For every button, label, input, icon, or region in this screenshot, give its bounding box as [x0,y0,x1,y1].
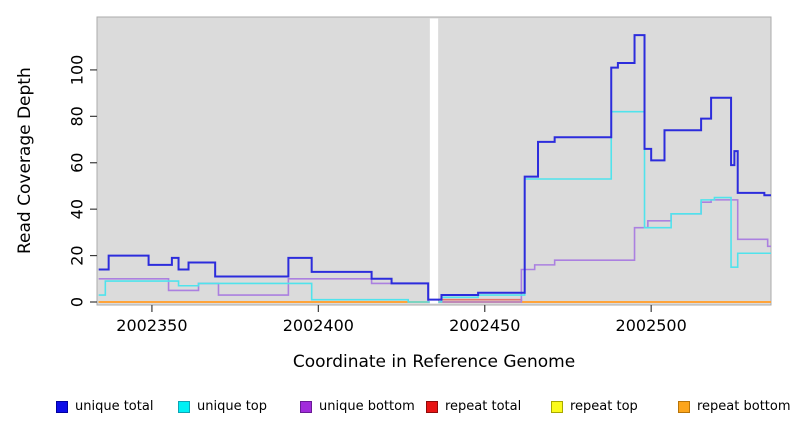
y-tick-label: 60 [68,153,87,173]
y-axis-title: Read Coverage Depth [15,67,35,255]
x-axis-title: Coordinate in Reference Genome [292,352,576,372]
y-tick-label: 20 [68,245,87,265]
legend-label: unique bottom [319,399,415,414]
chart-legend: unique total unique top unique bottom repea… [0,397,792,423]
legend-item-unique-top: unique top [178,399,267,414]
legend-swatch-repeat-top [551,400,563,413]
legend-label: repeat bottom [697,399,791,414]
legend-label: repeat top [570,399,638,414]
y-tick-label: 80 [68,106,87,126]
legend-label: repeat total [445,399,522,414]
series-line-unique-total [98,34,771,301]
legend-swatch-unique-bottom [300,400,312,413]
x-tick-label: 2002400 [283,316,354,335]
legend-item-unique-total: unique total [56,399,153,414]
legend-item-repeat-top: repeat top [551,399,638,414]
x-tick-label: 2002500 [616,316,687,335]
x-tick-label: 2002350 [116,316,187,335]
series-line-unique-bottom [98,199,771,303]
legend-swatch-repeat-total [426,400,438,413]
y-tick-label: 40 [68,199,87,219]
legend-item-repeat-total: repeat total [426,399,521,414]
x-tick-label: 2002450 [449,316,520,335]
legend-item-unique-bottom: unique bottom [300,399,415,414]
y-tick-label: 0 [68,297,87,307]
legend-item-repeat-bottom: repeat bottom [678,399,791,414]
legend-swatch-unique-top [178,400,190,413]
legend-swatch-repeat-bottom [678,400,690,413]
legend-label: unique top [197,399,268,414]
y-tick-label: 100 [68,55,87,86]
masked-region [429,18,439,304]
legend-label: unique total [75,399,154,414]
legend-swatch-unique-total [56,400,68,413]
